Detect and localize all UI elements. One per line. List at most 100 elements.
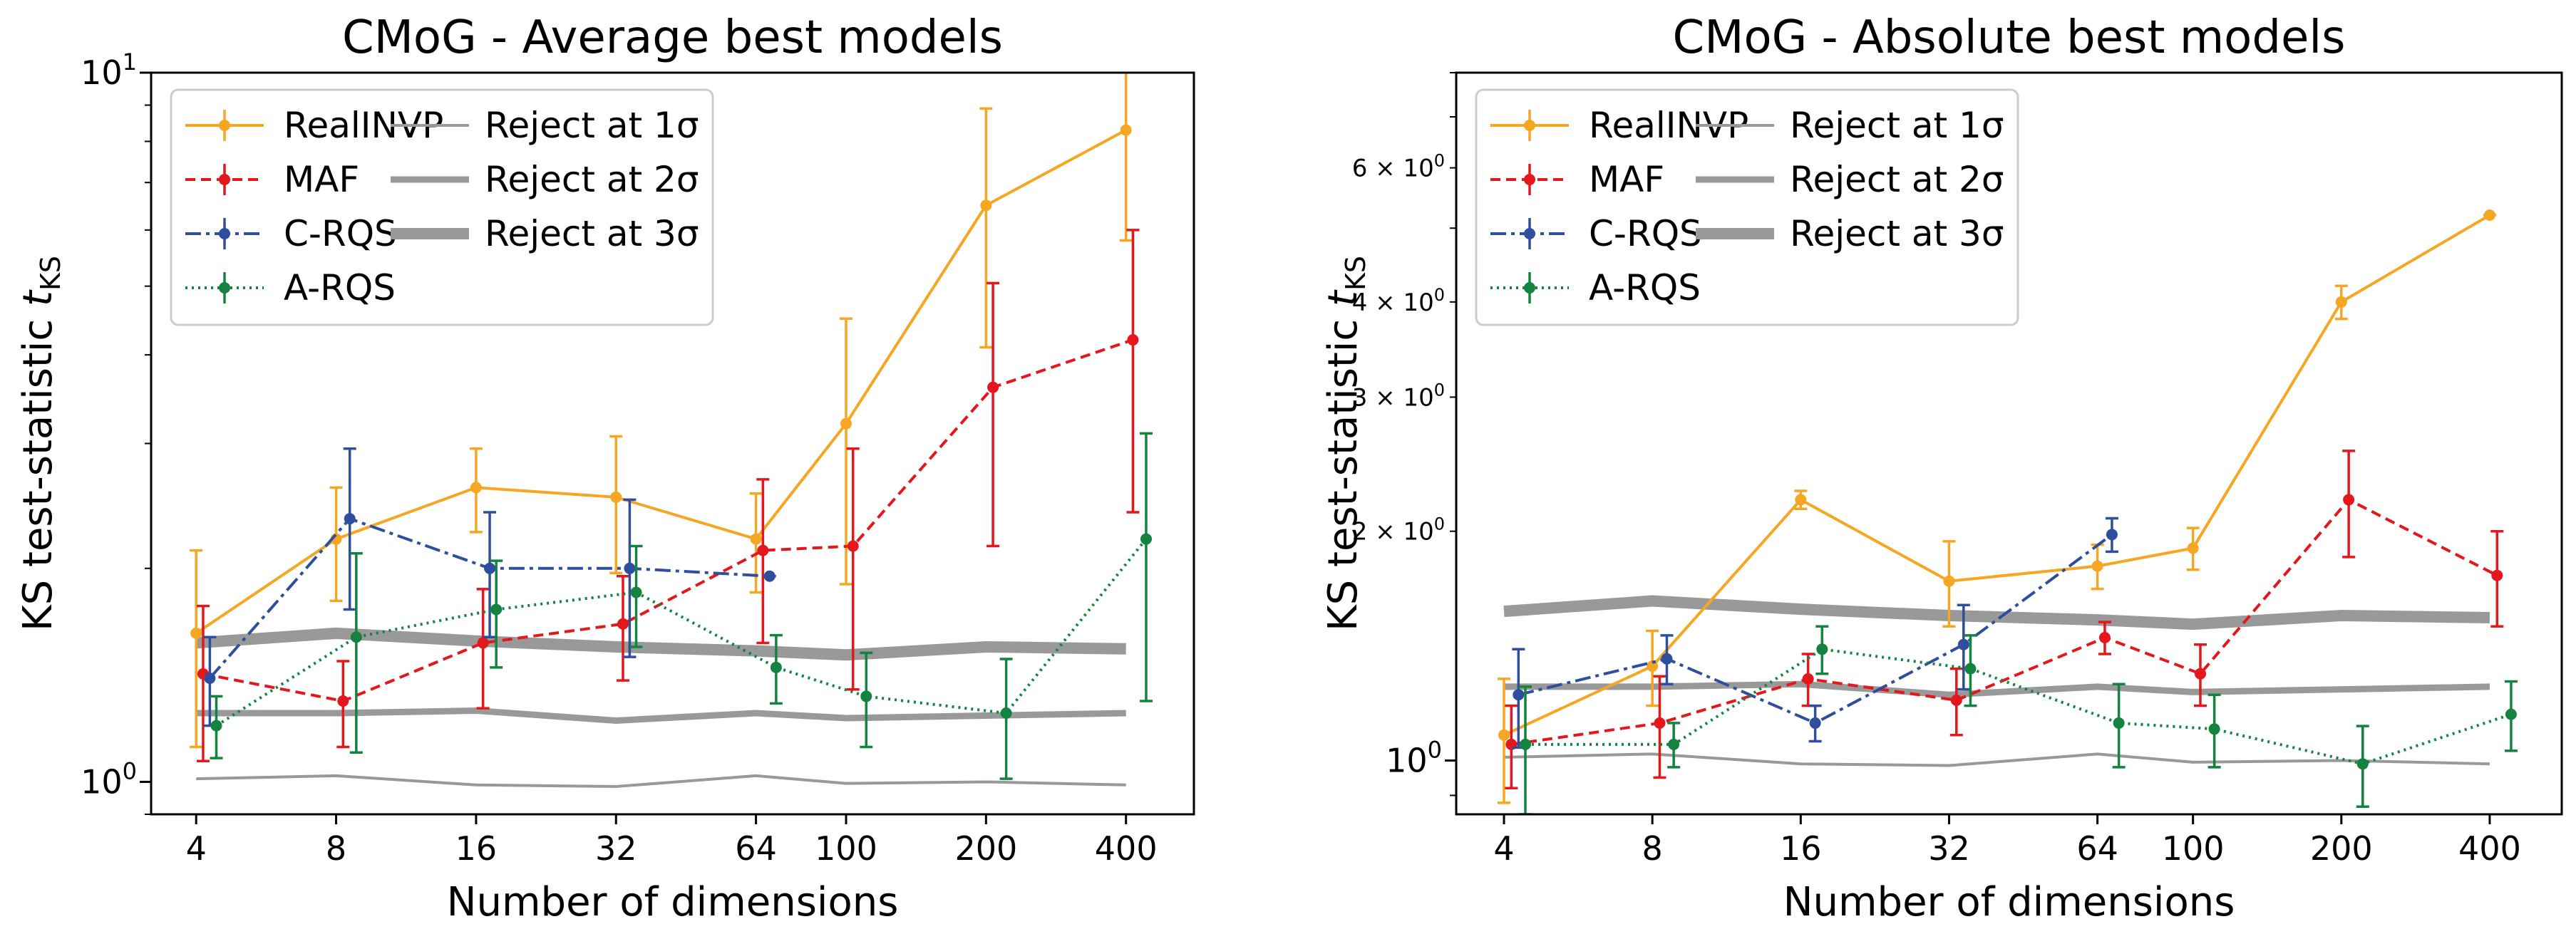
data-point	[1498, 729, 1510, 741]
data-point	[847, 540, 859, 552]
data-point	[624, 562, 636, 574]
x-tick-label: 100	[815, 829, 877, 868]
data-point	[1943, 575, 1955, 587]
data-point	[2187, 542, 2199, 554]
legend-label: MAF	[284, 159, 359, 200]
data-point	[980, 199, 992, 212]
y-tick-label: 6 × 100	[1352, 151, 1445, 183]
data-point	[1964, 663, 1977, 675]
plot-area	[190, 73, 1153, 788]
series-a-rqs	[210, 432, 1153, 780]
data-point	[470, 482, 482, 494]
y-axis-label: KS test-statistic tKS	[1320, 256, 1371, 631]
series-a-rqs	[1518, 625, 2518, 814]
data-point	[750, 533, 762, 545]
legend-marker	[219, 282, 230, 294]
axes-frame	[150, 71, 1195, 816]
data-point	[2091, 560, 2103, 572]
data-point	[2113, 717, 2125, 729]
x-tick-label: 8	[1642, 829, 1663, 868]
x-tick-label: 32	[595, 829, 637, 868]
data-point	[490, 603, 503, 616]
legend-label: Reject at 3σ	[485, 213, 699, 254]
series-line	[1518, 533, 2113, 725]
series-line	[1511, 498, 2498, 746]
legend-label: Reject at 1σ	[1790, 105, 2004, 146]
series-line	[1503, 214, 2490, 737]
x-tick-label: 64	[2076, 829, 2118, 868]
legend-marker	[1524, 120, 1535, 131]
reference-line-reject-at-3sigma	[1503, 595, 2490, 630]
legend-label: C-RQS	[284, 213, 397, 254]
chart-title: CMoG - Average best models	[342, 11, 1003, 64]
x-tick-label: 8	[326, 829, 346, 868]
data-point	[1816, 643, 1828, 655]
legend-label: Reject at 2σ	[1790, 159, 2004, 200]
data-point	[1127, 334, 1139, 346]
data-point	[840, 417, 852, 430]
data-point	[1120, 124, 1132, 136]
data-point	[1519, 738, 1531, 750]
reference-line-reject-at-1sigma	[1503, 752, 2490, 767]
data-point	[1957, 638, 1969, 650]
data-point	[2335, 296, 2347, 308]
data-point	[2491, 569, 2503, 581]
legend-label: C-RQS	[1589, 213, 1702, 254]
data-point	[757, 544, 769, 556]
legend-label: A-RQS	[1589, 267, 1701, 308]
x-tick-label: 32	[1928, 829, 1970, 868]
data-point	[337, 695, 349, 707]
legend-marker	[1524, 228, 1535, 239]
reference-line-reject-at-1sigma	[196, 774, 1126, 788]
legend-box	[1475, 88, 2019, 326]
data-point	[2194, 668, 2206, 680]
data-point	[2505, 708, 2517, 720]
legend-label: MAF	[1589, 159, 1664, 200]
data-point	[763, 570, 776, 582]
series-line	[195, 128, 1127, 635]
data-point	[204, 672, 216, 684]
data-point	[987, 381, 999, 393]
series-realinvp	[190, 73, 1133, 749]
data-point	[2356, 758, 2369, 770]
series-line	[1525, 648, 2512, 766]
data-point	[1000, 707, 1012, 719]
legend-box	[170, 88, 714, 326]
data-point	[2106, 529, 2118, 541]
x-tick-label: 4	[1493, 829, 1514, 868]
legend-label: Reject at 2σ	[485, 159, 699, 200]
axes-frame	[1455, 71, 2563, 816]
data-point	[2098, 632, 2111, 644]
y-tick-label: 4 × 100	[1352, 285, 1445, 317]
legend-marker	[219, 120, 230, 131]
data-point	[617, 618, 629, 630]
x-tick-label: 16	[1780, 829, 1822, 868]
data-point	[210, 720, 222, 732]
legend-marker	[1524, 174, 1535, 185]
series-maf	[1505, 450, 2504, 790]
legend-label: A-RQS	[284, 267, 396, 308]
y-tick-label: 100	[1386, 737, 1442, 780]
data-point	[1661, 653, 1673, 665]
data-point	[2208, 723, 2220, 735]
x-tick-label: 400	[1095, 829, 1158, 868]
data-point	[484, 562, 496, 574]
data-point	[1950, 694, 1962, 706]
x-tick-label: 200	[2310, 829, 2373, 868]
x-tick-label: 400	[2458, 829, 2521, 868]
data-point	[2343, 494, 2355, 506]
series-maf	[196, 229, 1140, 762]
chart-panel-2: CMoG - Absolute best models Number of dim…	[1320, 11, 2563, 925]
x-axis-label: Number of dimensions	[447, 879, 899, 925]
y-tick-label: 101	[81, 48, 137, 92]
x-tick-label: 4	[186, 829, 207, 868]
reference-line-reject-at-2sigma	[196, 707, 1126, 724]
x-tick-label: 16	[455, 829, 498, 868]
legend-marker	[219, 174, 230, 185]
legend-marker	[219, 228, 230, 239]
chart-title: CMoG - Absolute best models	[1673, 11, 2346, 64]
data-point	[477, 637, 489, 649]
